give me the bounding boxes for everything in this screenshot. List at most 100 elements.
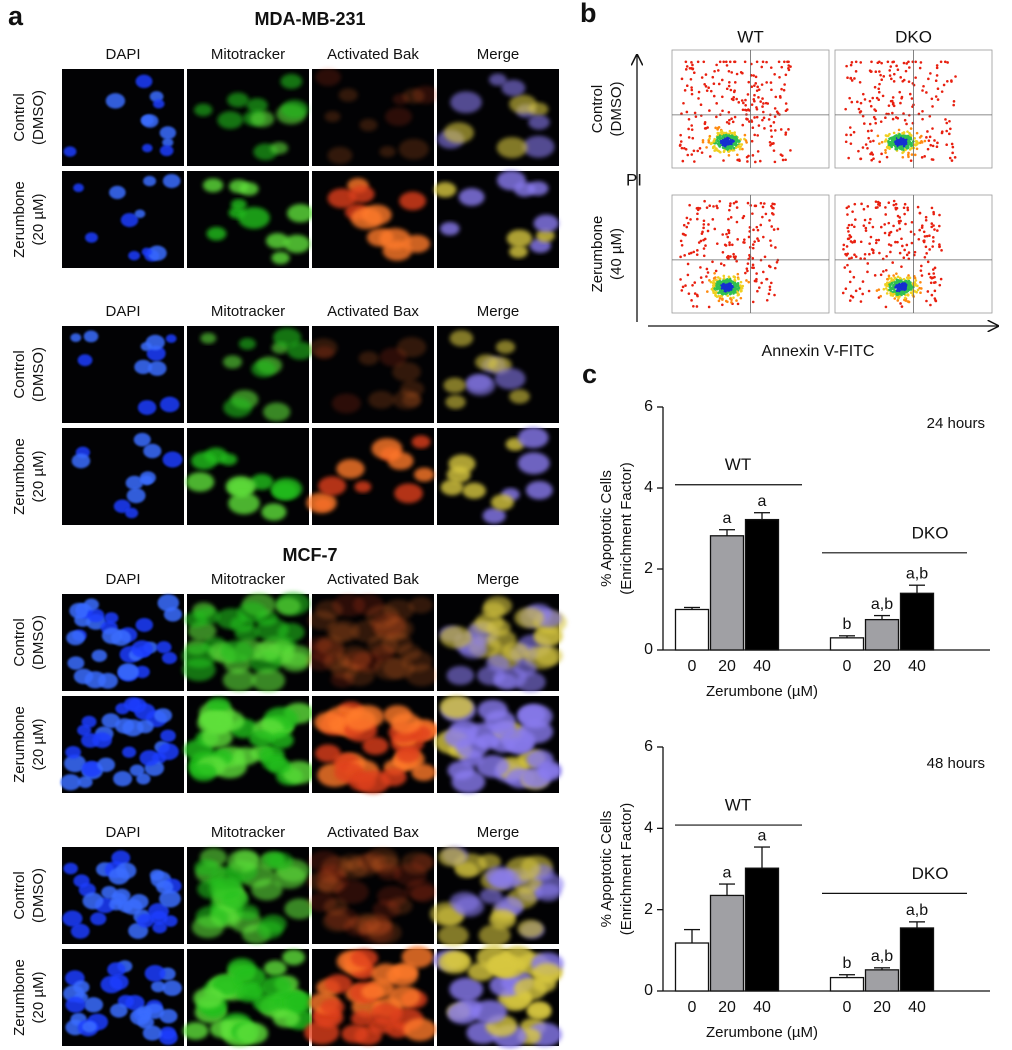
event <box>721 286 725 290</box>
event <box>727 111 731 114</box>
event <box>729 141 733 144</box>
event <box>901 290 905 294</box>
event <box>714 126 717 130</box>
event <box>878 142 881 145</box>
nucleus <box>154 708 173 723</box>
event <box>680 289 684 292</box>
cell <box>252 642 281 662</box>
event <box>906 206 909 210</box>
event <box>726 145 730 148</box>
event <box>847 223 851 227</box>
event <box>929 281 933 285</box>
event <box>845 133 848 137</box>
flow-plot <box>834 194 993 314</box>
event <box>679 143 682 147</box>
event <box>874 117 877 121</box>
event <box>899 302 902 305</box>
event <box>921 117 924 121</box>
event <box>873 85 877 89</box>
event <box>714 269 718 273</box>
cell <box>354 481 372 493</box>
event <box>848 234 851 237</box>
cell <box>272 1009 300 1028</box>
event <box>918 228 921 232</box>
cell <box>250 474 274 490</box>
event <box>892 224 895 228</box>
event <box>868 99 872 103</box>
y-tick-label: 4 <box>644 479 653 496</box>
cell <box>372 900 401 920</box>
cell <box>182 658 216 682</box>
event <box>710 141 714 145</box>
column-header: Mitotracker <box>211 303 285 320</box>
column-header: DAPI <box>105 46 140 63</box>
event <box>849 133 853 137</box>
event <box>773 160 777 164</box>
event <box>733 133 737 136</box>
chart-annotation: 48 hours <box>927 755 985 772</box>
nucleus <box>120 213 139 228</box>
cell <box>491 869 521 890</box>
cell <box>341 1024 369 1044</box>
event <box>695 293 699 297</box>
event <box>920 156 924 159</box>
event <box>870 129 873 132</box>
event <box>929 275 932 279</box>
x-tick-label: 0 <box>843 999 852 1016</box>
event <box>762 235 765 239</box>
event <box>709 280 713 284</box>
event <box>787 128 790 131</box>
event <box>890 282 893 285</box>
x-tick-label: 0 <box>843 658 852 675</box>
cell <box>449 977 484 1001</box>
cell <box>262 851 286 868</box>
cell <box>392 361 421 382</box>
cell <box>270 478 303 500</box>
event <box>701 281 704 284</box>
significance-label: a,b <box>906 902 928 919</box>
event <box>875 96 879 100</box>
event <box>741 123 745 127</box>
cell <box>386 964 418 987</box>
significance-label: a <box>723 864 732 881</box>
cell <box>327 146 353 165</box>
cell <box>439 695 474 719</box>
cells <box>181 591 313 692</box>
event <box>892 274 895 277</box>
event <box>880 61 883 65</box>
event <box>723 243 727 247</box>
event <box>902 112 905 115</box>
cells <box>182 949 316 1047</box>
event <box>712 277 716 280</box>
event <box>765 277 768 281</box>
cell <box>440 221 460 236</box>
event <box>691 283 694 287</box>
cell <box>403 234 431 253</box>
event <box>751 246 755 250</box>
event <box>703 237 707 241</box>
micrograph <box>429 846 564 947</box>
event <box>884 206 887 209</box>
cell <box>344 665 375 686</box>
cell <box>493 673 517 690</box>
event <box>779 153 783 156</box>
event <box>877 238 881 242</box>
event <box>736 302 740 306</box>
cell <box>476 733 500 750</box>
event <box>898 216 902 219</box>
cell <box>280 99 309 119</box>
cell <box>194 607 220 625</box>
row-label: Zerumbone <box>11 438 28 515</box>
cell <box>234 624 260 642</box>
event <box>869 104 873 108</box>
cell <box>193 987 224 1009</box>
micrograph <box>312 68 439 166</box>
event <box>884 151 887 154</box>
event <box>909 230 913 234</box>
nucleus <box>165 334 177 343</box>
event <box>696 212 699 216</box>
event <box>869 140 872 143</box>
cells <box>440 427 553 524</box>
event <box>708 137 711 141</box>
event <box>728 285 731 289</box>
